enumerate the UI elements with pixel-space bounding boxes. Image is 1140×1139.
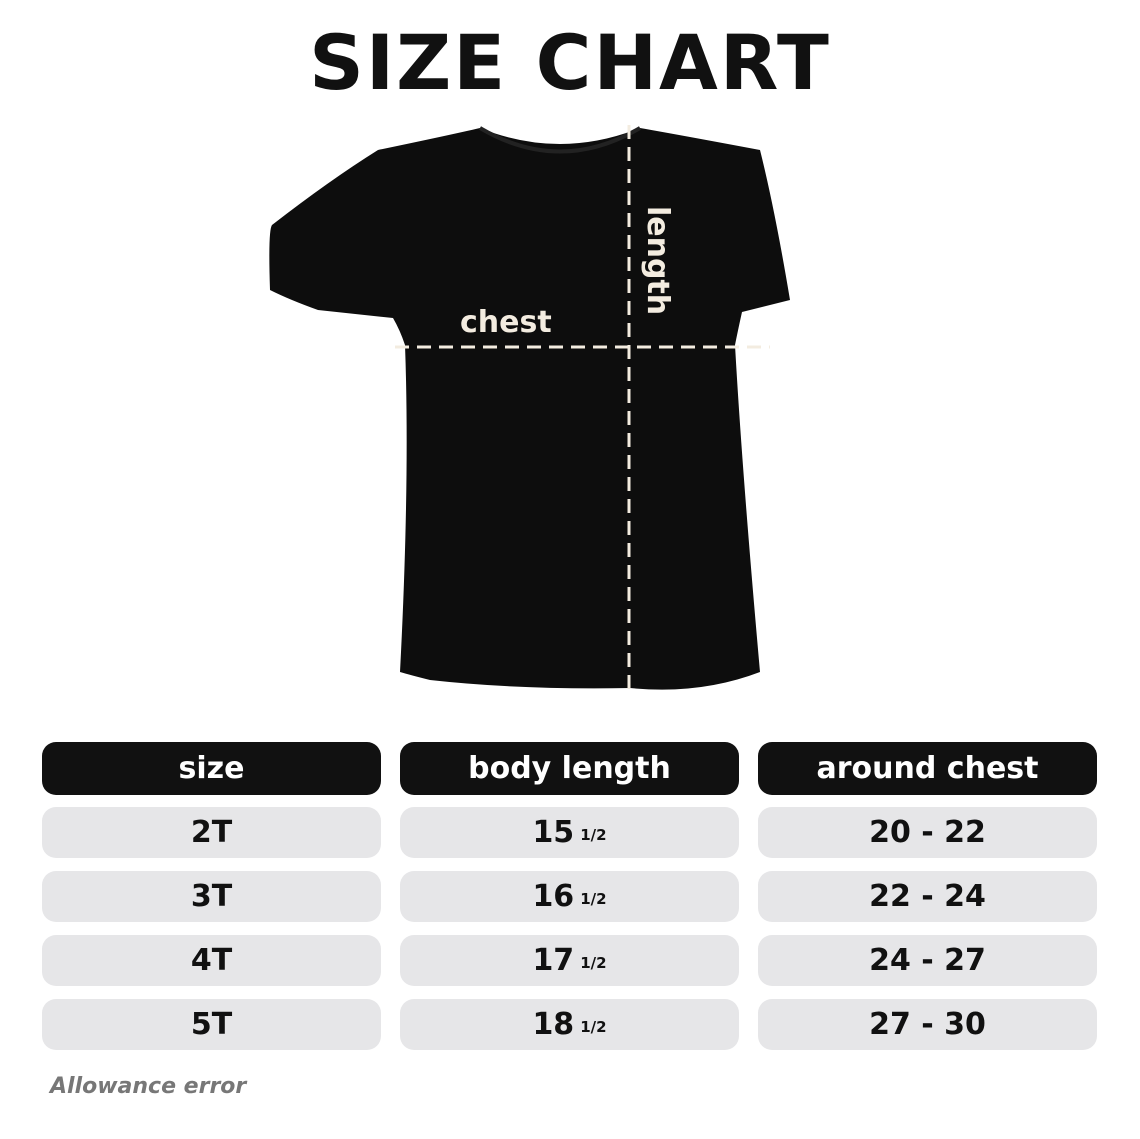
- length-cell: 16 1/2: [400, 871, 739, 922]
- length-fraction: 1/2: [580, 953, 607, 972]
- length-label: length: [640, 206, 675, 315]
- tshirt-shape: [269, 128, 790, 690]
- length-cell: 18 1/2: [400, 999, 739, 1050]
- page-title: SIZE CHART: [309, 18, 831, 107]
- header-size: size: [42, 742, 381, 795]
- length-value: 15: [532, 815, 575, 850]
- chest-cell: 24 - 27: [758, 935, 1097, 986]
- header-body-length: body length: [400, 742, 739, 795]
- size-cell: 5T: [42, 999, 381, 1050]
- length-fraction: 1/2: [580, 825, 607, 844]
- allowance-note: Allowance error: [50, 1074, 247, 1099]
- size-cell: 4T: [42, 935, 381, 986]
- size-cell: 3T: [42, 871, 381, 922]
- header-around-chest: around chest: [758, 742, 1097, 795]
- chest-cell: 22 - 24: [758, 871, 1097, 922]
- collar: [478, 126, 642, 154]
- tshirt-diagram: chest length: [269, 125, 790, 692]
- length-fraction: 1/2: [580, 889, 607, 908]
- length-fraction: 1/2: [580, 1017, 607, 1036]
- length-cell: 15 1/2: [400, 807, 739, 858]
- length-value: 16: [532, 879, 575, 914]
- length-cell: 17 1/2: [400, 935, 739, 986]
- length-value: 18: [532, 1007, 575, 1042]
- chest-label: chest: [460, 305, 552, 340]
- chest-cell: 20 - 22: [758, 807, 1097, 858]
- length-value: 17: [532, 943, 575, 978]
- size-cell: 2T: [42, 807, 381, 858]
- chest-cell: 27 - 30: [758, 999, 1097, 1050]
